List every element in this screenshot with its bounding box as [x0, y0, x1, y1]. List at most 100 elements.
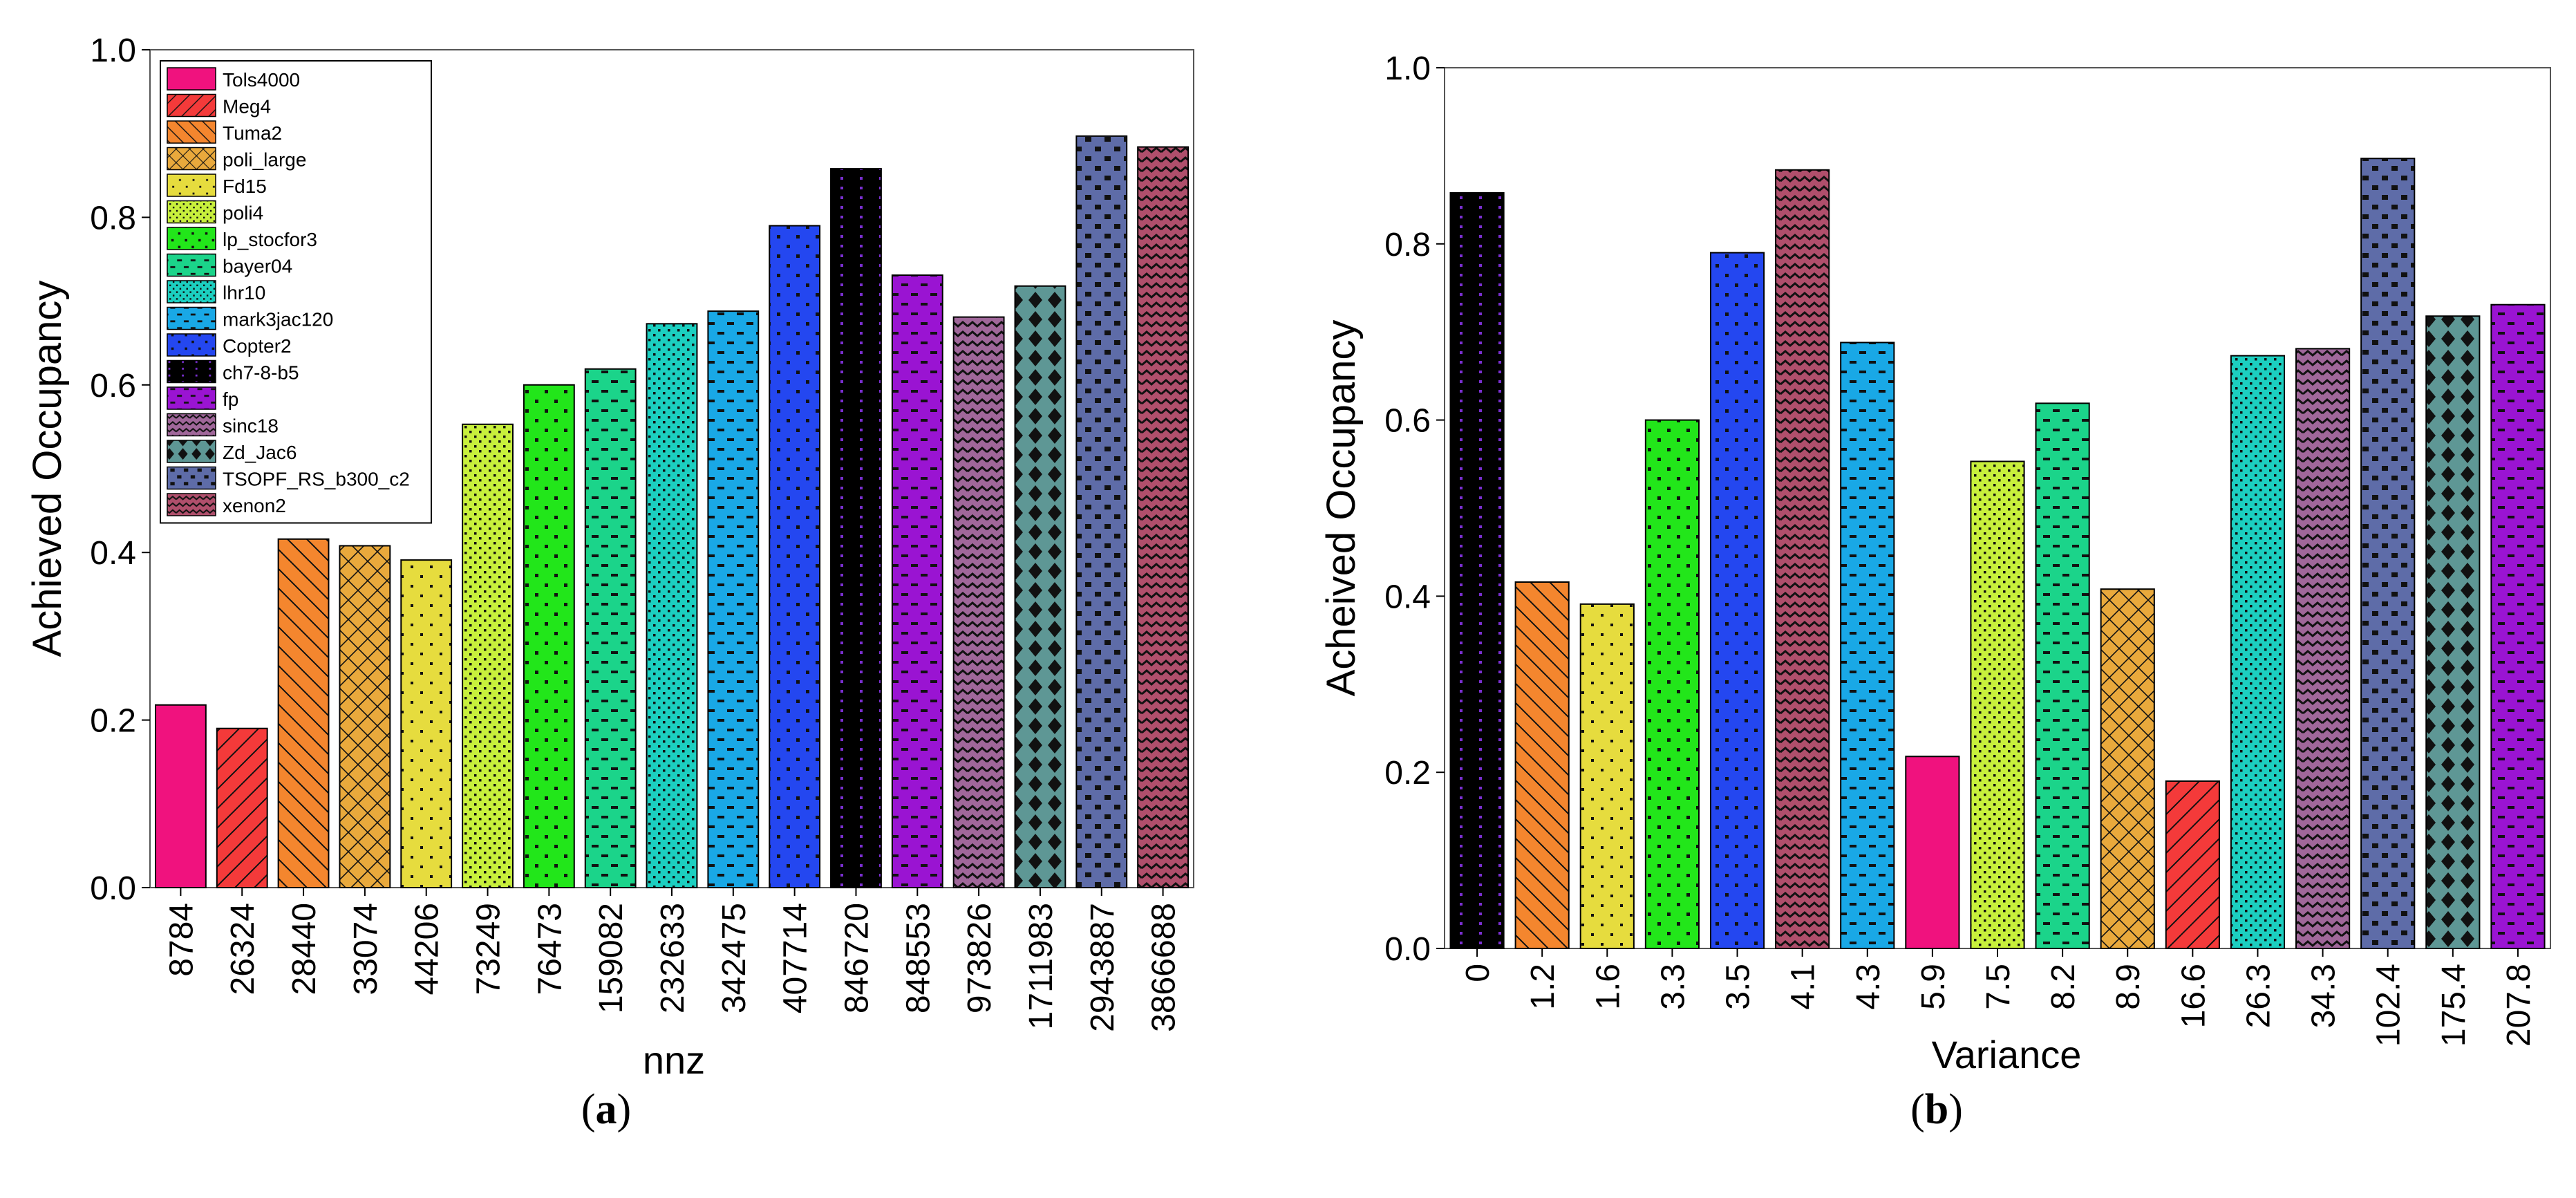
panel-b-bar-mark3jac120	[1840, 341, 1895, 950]
panel-b-y-tick-label: 0.6	[1384, 403, 1431, 440]
legend-swatch-fp	[167, 386, 216, 410]
legend-label-xenon2: xenon2	[223, 495, 286, 516]
legend-swatch-mark3jac120	[167, 306, 216, 330]
panel-a-bar-bayer04	[584, 368, 637, 888]
panel-a-x-tick-label: 159082	[593, 903, 630, 1013]
panel-a-bar-tuma2	[277, 538, 330, 888]
panel-b-y-axis-label: Acheived Occupancy	[1319, 320, 1364, 697]
panel-b-y-tick-label: 1.0	[1384, 50, 1431, 87]
panel-a-y-tick-label: 0.4	[90, 535, 136, 572]
legend-swatch-lp-stocfor3	[167, 227, 216, 250]
panel-b-bar-poli4	[1970, 460, 2025, 949]
panel-b-bars	[1449, 158, 2546, 950]
panel-b-x-tick-label: 8.9	[2110, 964, 2147, 1010]
panel-a-bar-poli-large	[339, 545, 391, 889]
panel-a-x-tick-label: 846720	[838, 903, 875, 1013]
legend-label-lhr10: lhr10	[223, 282, 265, 303]
panel-a-bar-lhr10	[646, 323, 698, 889]
panel-a-x-tick-label: 26324	[225, 903, 261, 995]
panel-a-x-tick-label: 8784	[163, 903, 200, 977]
legend-label-fp: fp	[223, 389, 238, 410]
panel-b-bar-xenon2	[1775, 169, 1830, 949]
legend-label-bayer04: bayer04	[223, 256, 292, 277]
panel-a-x-tick-label: 407714	[778, 903, 814, 1013]
panel-b-x-tick-label: 5.9	[1915, 964, 1952, 1010]
panel-b-caption: (b)	[1910, 1086, 1963, 1133]
legend-label-tols4000: Tols4000	[223, 69, 300, 91]
legend-swatch-zd-jac6	[167, 440, 216, 463]
panel-a-x-tick-label: 3866688	[1146, 903, 1183, 1032]
panel-b-x-tick-label: 8.2	[2045, 964, 2082, 1010]
panel-a-bar-ch7-8-b5	[830, 168, 882, 888]
panel-a-x-tick-label: 2943887	[1084, 903, 1121, 1032]
panel-a-chart: 0.0 0.2 0.4 0.6 0.8 1.0 8784 26324 28440 33074 44…	[25, 32, 1194, 1133]
legend-label-copter2: Copter2	[223, 335, 292, 357]
panel-a-y-tick-label: 0.0	[90, 870, 136, 907]
legend-label-ch7-8-b5: ch7-8-b5	[223, 362, 299, 384]
legend-swatch-meg4	[167, 93, 216, 118]
panel-a-x-tick-label: 342475	[716, 903, 753, 1013]
panel-b-bar-copter2	[1709, 252, 1765, 950]
panel-b-y-tick-label: 0.2	[1384, 755, 1431, 792]
panel-a-bar-sinc18	[952, 316, 1005, 888]
panel-a-bar-fp	[891, 274, 943, 888]
panel-a-x-tick-label: 848553	[900, 903, 937, 1013]
panel-a-bar-mark3jac120	[707, 310, 760, 889]
legend-label-meg4: Meg4	[223, 96, 271, 118]
panel-b-y-axis: 0.0 0.2 0.4 0.6 0.8 1.0	[1384, 50, 1445, 968]
legend-label-mark3jac120: mark3jac120	[223, 309, 333, 330]
panel-a-y-tick-label: 0.2	[90, 703, 136, 740]
panel-a-bar-meg4	[216, 727, 268, 888]
panel-a-bar-lp-stocfor3	[523, 384, 575, 888]
panel-a-x-tick-label: 33074	[348, 903, 384, 995]
panel-b-x-tick-label: 3.5	[1720, 964, 1757, 1010]
legend-label-tuma2: Tuma2	[223, 122, 282, 144]
panel-b-x-tick-label: 102.4	[2371, 964, 2407, 1047]
panel-b-bar-fd15	[1579, 603, 1635, 950]
panel-b-bar-bayer04	[2035, 402, 2090, 949]
panel-a-x-axis-label: nnz	[643, 1038, 705, 1082]
legend-label-sinc18: sinc18	[223, 415, 279, 437]
panel-b-x-tick-label: 7.5	[1980, 964, 2017, 1010]
panel-b-bar-tols4000	[1905, 756, 1960, 949]
legend-swatch-sinc18	[167, 413, 216, 437]
legend-swatch-tols4000	[167, 67, 216, 91]
panel-a-x-tick-label: 44206	[409, 903, 446, 995]
panel-b-bar-zd-jac6	[2425, 315, 2481, 949]
panel-b-bar-tuma2	[1514, 581, 1570, 949]
panel-b-x-axis-label: Variance	[1932, 1033, 2082, 1076]
legend-swatch-tuma2	[167, 120, 216, 144]
legend-swatch-poli4	[167, 200, 216, 224]
legend-swatch-poli-large	[167, 147, 216, 171]
panel-a-bar-poli4	[462, 423, 514, 888]
panel-b-y-tick-label: 0.4	[1384, 579, 1431, 615]
panel-a-bar-xenon2	[1137, 146, 1190, 888]
panel-b-bar-fp	[2490, 303, 2546, 949]
legend-swatch-copter2	[167, 333, 216, 357]
panel-b-x-tick-label: 175.4	[2436, 964, 2472, 1047]
panel-b-bar-meg4	[2165, 780, 2220, 949]
panel-a-x-axis: 8784 26324 28440 33074 44206 73249 76473 159082…	[163, 888, 1183, 1032]
panel-a-x-tick-label: 1711983	[1023, 903, 1060, 1029]
panel-b-x-tick-label: 3.3	[1655, 964, 1691, 1010]
panel-a-y-axis-label: Achieved Occupancy	[25, 281, 70, 657]
panel-a-legend: Tols4000 Meg4 Tuma2 poli_large Fd15 poli4 lp_s…	[160, 60, 432, 524]
legend-label-poli4: poli4	[223, 203, 263, 224]
legend-swatch-lhr10	[167, 280, 216, 303]
panel-a-bar-copter2	[769, 225, 821, 888]
panel-b-bar-tsopf-rs-b300-c2	[2360, 158, 2416, 949]
panel-a-x-tick-label: 28440	[286, 903, 323, 995]
panel-b-bar-lp-stocfor3	[1644, 419, 1700, 949]
panel-b-x-axis: 0 1.2 1.6 3.3 3.5 4.1 4.3 5.9 7.5 8.2 8.9 16.6 26.3 3…	[1460, 948, 2537, 1047]
panel-a-y-tick-label: 0.6	[90, 368, 136, 404]
panel-b-x-tick-label: 4.3	[1850, 964, 1887, 1010]
legend-swatch-fd15	[167, 174, 216, 197]
panel-a-y-tick-label: 0.8	[90, 200, 136, 236]
panel-a-y-tick-label: 1.0	[90, 32, 136, 69]
panel-a-bar-tols4000	[154, 704, 207, 888]
panel-a-x-tick-label: 973826	[961, 903, 998, 1013]
panel-b-x-tick-label: 4.1	[1785, 964, 1822, 1010]
panel-b-x-tick-label: 0	[1460, 964, 1496, 982]
panel-a-caption: (a)	[581, 1086, 631, 1133]
